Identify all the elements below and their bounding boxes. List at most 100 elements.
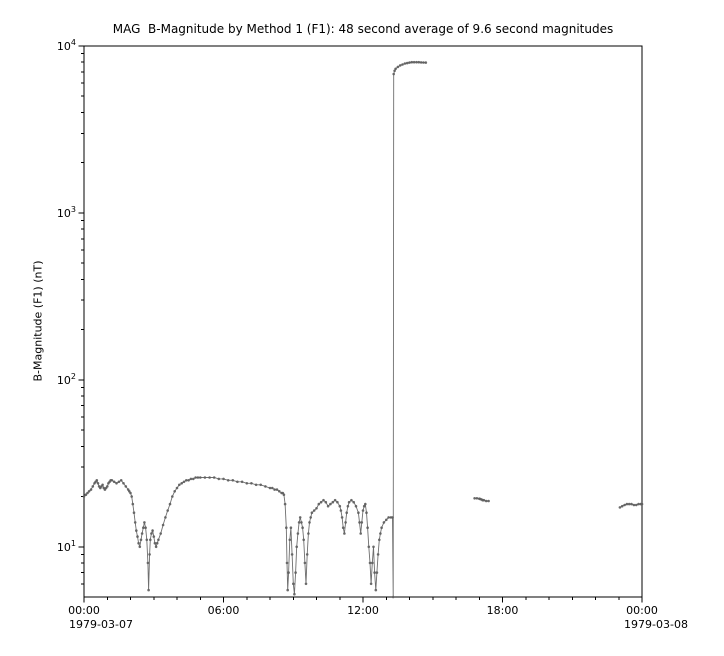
data-point [208, 476, 211, 479]
data-point [424, 61, 428, 64]
data-point [367, 545, 371, 549]
data-point [392, 72, 396, 76]
data-point [391, 516, 394, 519]
data-point [371, 561, 374, 565]
data-point [285, 561, 289, 565]
data-point [271, 486, 274, 490]
data-point [422, 61, 425, 64]
data-point [379, 532, 382, 535]
data-point [300, 521, 303, 524]
data-point [297, 521, 301, 524]
data-point [96, 482, 100, 485]
data-point [419, 61, 423, 64]
data-point [236, 480, 239, 484]
data-point [372, 545, 375, 549]
data-point [394, 67, 397, 71]
data-point [226, 479, 230, 482]
data-point [302, 538, 306, 542]
data-point [329, 502, 332, 506]
data-point [222, 477, 225, 481]
data-point [627, 502, 631, 506]
data-point [634, 503, 638, 507]
data-point [305, 553, 309, 556]
data-point [333, 498, 337, 502]
x-tick-label: 00:00 [68, 604, 100, 617]
data-point [245, 482, 249, 485]
data-point [341, 526, 345, 529]
data-point [360, 521, 364, 524]
data-point [136, 535, 139, 538]
data-point [412, 60, 416, 64]
data-point [290, 553, 294, 556]
data-point [117, 480, 121, 484]
data-point [324, 500, 328, 504]
data-point [124, 485, 128, 488]
data-point [393, 69, 396, 73]
data-point [310, 511, 314, 514]
data-point [278, 490, 281, 493]
data-point [296, 532, 300, 535]
data-point [140, 532, 144, 535]
data-point [378, 538, 381, 542]
data-point [387, 516, 390, 519]
data-point [354, 504, 358, 508]
data-point [171, 495, 174, 498]
data-point [391, 595, 395, 599]
data-point [331, 500, 335, 504]
data-point [148, 553, 151, 556]
data-point [185, 479, 188, 482]
data-point [482, 498, 486, 502]
data-point [410, 60, 414, 64]
data-point [137, 541, 140, 545]
data-point [259, 483, 263, 487]
data-point [405, 61, 409, 65]
data-point [343, 532, 346, 535]
data-point [345, 511, 349, 514]
y-tick-label: 101 [57, 539, 76, 554]
data-point [294, 571, 297, 574]
data-point [301, 526, 304, 529]
data-point [373, 571, 376, 574]
data-point [361, 509, 365, 512]
y-tick-label: 104 [57, 38, 76, 53]
data-point [153, 541, 157, 545]
data-point [180, 482, 183, 485]
data-point [240, 480, 244, 484]
data-point [487, 499, 490, 503]
data-point [196, 476, 200, 479]
data-point [382, 521, 386, 524]
data-point [408, 61, 411, 64]
data-point [166, 509, 169, 512]
data-point [152, 535, 156, 538]
x-tick-label: 06:00 [208, 604, 240, 617]
data-point [217, 477, 221, 481]
y-tick-label: 103 [57, 205, 76, 220]
data-point [366, 526, 369, 529]
data-point [173, 490, 176, 493]
data-point [115, 482, 118, 485]
data-point [309, 516, 313, 519]
data-point [250, 482, 253, 485]
data-point [178, 483, 181, 487]
data-point [346, 504, 350, 508]
plot-frame [83, 45, 643, 598]
data-point [157, 538, 160, 542]
data-point [150, 532, 153, 535]
data-point [385, 518, 388, 522]
data-point [147, 588, 150, 592]
data-point [625, 502, 629, 506]
data-point [87, 490, 91, 493]
data-point [131, 502, 135, 506]
data-point [129, 491, 132, 495]
data-point [254, 483, 258, 487]
data-point [86, 491, 89, 495]
data-point [350, 498, 353, 502]
data-point [344, 521, 347, 524]
data-point [312, 509, 316, 512]
data-point [106, 485, 109, 488]
data-point [398, 64, 402, 67]
data-point [396, 65, 400, 69]
